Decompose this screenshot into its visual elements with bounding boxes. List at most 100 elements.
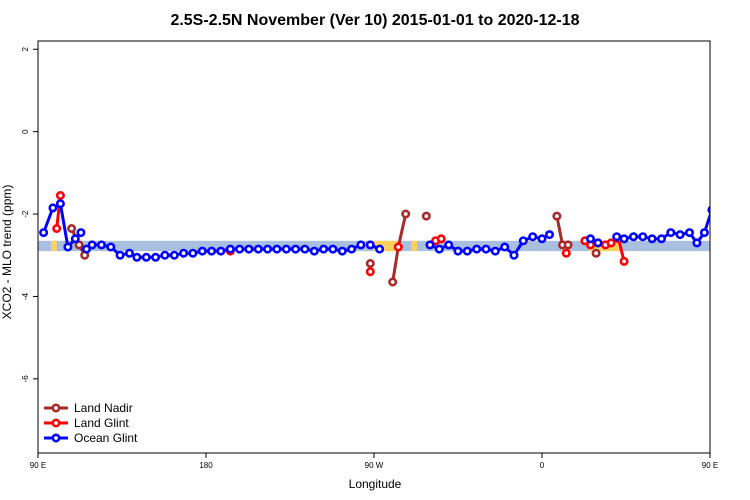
data-point-ocean-glint — [509, 250, 519, 260]
data-point-land-glint — [561, 248, 571, 258]
data-point-ocean-glint — [528, 232, 538, 242]
data-point-ocean-glint — [48, 203, 58, 213]
data-point-ocean-glint — [347, 244, 357, 254]
data-point-land-glint — [436, 234, 446, 244]
data-point-ocean-glint — [666, 228, 676, 238]
data-point-land-glint — [55, 191, 65, 201]
data-point-ocean-glint — [740, 246, 746, 252]
data-point-ocean-glint — [356, 240, 366, 250]
data-point-ocean-glint — [169, 250, 179, 260]
data-point-ocean-glint — [272, 244, 282, 254]
band-highlight — [411, 240, 417, 252]
data-point-ocean-glint — [628, 232, 638, 242]
data-point-ocean-glint — [472, 244, 482, 254]
data-point-ocean-glint — [619, 234, 629, 244]
data-point-ocean-glint — [309, 246, 319, 256]
data-point-land-nadir — [552, 211, 562, 221]
data-point-land-glint — [365, 267, 375, 277]
y-tick-label: 2 — [21, 46, 30, 51]
data-point-ocean-glint — [106, 242, 116, 252]
data-point-ocean-glint — [716, 201, 722, 207]
series-line-ocean-glint — [615, 210, 710, 245]
data-point-ocean-glint — [216, 246, 226, 256]
data-point-ocean-glint — [76, 228, 86, 238]
chart-title: 2.5S-2.5N November (Ver 10) 2015-01-01 t… — [170, 12, 579, 29]
data-point-ocean-glint — [63, 242, 73, 252]
data-point-ocean-glint — [82, 244, 92, 254]
series-land-nadir — [67, 209, 601, 287]
data-point-land-nadir — [421, 211, 431, 221]
data-point-ocean-glint — [39, 228, 49, 238]
legend-item-ocean-glint: Ocean Glint — [44, 431, 138, 445]
x-tick-label: 90 W — [365, 461, 384, 470]
data-point-land-nadir — [67, 224, 77, 234]
data-point-ocean-glint — [726, 246, 732, 252]
x-tick-label: 0 — [540, 461, 545, 470]
data-point-ocean-glint — [300, 244, 310, 254]
data-point-ocean-glint — [319, 244, 329, 254]
data-point-land-glint — [393, 242, 403, 252]
data-point-ocean-glint — [490, 246, 500, 256]
data-point-ocean-glint — [151, 252, 161, 262]
data-point-ocean-glint — [675, 230, 685, 240]
data-point-ocean-glint — [585, 234, 595, 244]
data-point-ocean-glint — [518, 236, 528, 246]
data-point-ocean-glint — [281, 244, 291, 254]
data-point-ocean-glint — [544, 230, 554, 240]
y-tick-label: 0 — [21, 129, 30, 134]
legend-label: Land Nadir — [74, 401, 133, 415]
y-tick-label: -4 — [21, 292, 30, 300]
data-point-ocean-glint — [197, 246, 207, 256]
data-point-ocean-glint — [425, 240, 435, 250]
data-point-land-glint — [606, 238, 616, 248]
x-tick-label: 180 — [199, 461, 213, 470]
data-point-ocean-glint — [55, 199, 65, 209]
data-point-ocean-glint — [125, 248, 135, 258]
data-point-ocean-glint — [188, 248, 198, 258]
data-point-ocean-glint — [179, 248, 189, 258]
data-point-ocean-glint — [337, 246, 347, 256]
data-point-ocean-glint — [225, 244, 235, 254]
data-point-ocean-glint — [132, 252, 142, 262]
data-point-land-nadir — [401, 209, 411, 219]
data-point-ocean-glint — [207, 246, 217, 256]
data-point-ocean-glint — [87, 240, 97, 250]
legend-label: Land Glint — [74, 416, 129, 430]
data-point-ocean-glint — [263, 244, 273, 254]
data-point-land-nadir — [365, 258, 375, 268]
data-point-ocean-glint — [500, 242, 510, 252]
data-point-land-nadir — [563, 240, 573, 250]
data-point-land-nadir — [388, 277, 398, 287]
data-point-land-nadir — [591, 248, 601, 258]
data-point-ocean-glint — [733, 229, 739, 235]
legend-item-land-glint: Land Glint — [44, 416, 129, 430]
data-point-ocean-glint — [244, 244, 254, 254]
data-point-ocean-glint — [647, 234, 657, 244]
data-point-ocean-glint — [253, 244, 263, 254]
plot-inner — [38, 191, 746, 287]
data-point-land-glint — [619, 256, 629, 266]
x-axis-label: Longitude — [349, 477, 402, 491]
data-point-ocean-glint — [692, 238, 702, 248]
data-point-ocean-glint — [235, 244, 245, 254]
data-point-ocean-glint — [612, 232, 622, 242]
y-tick-label: -6 — [21, 375, 30, 383]
legend-item-land-nadir: Land Nadir — [44, 401, 133, 415]
legend-marker — [51, 418, 61, 428]
band-highlight — [725, 241, 731, 251]
y-tick-label: -2 — [21, 210, 30, 218]
band-highlight — [51, 240, 57, 252]
data-point-land-glint — [52, 224, 62, 234]
series-ocean-glint — [39, 199, 746, 262]
data-point-ocean-glint — [481, 244, 491, 254]
x-tick-label: 90 E — [30, 461, 46, 470]
data-point-ocean-glint — [375, 244, 385, 254]
data-point-ocean-glint — [638, 232, 648, 242]
data-point-ocean-glint — [291, 244, 301, 254]
data-point-ocean-glint — [365, 240, 375, 250]
data-point-ocean-glint — [699, 228, 709, 238]
y-axis-label: XCO2 - MLO trend (ppm) — [0, 185, 14, 320]
band-highlight — [374, 240, 399, 252]
